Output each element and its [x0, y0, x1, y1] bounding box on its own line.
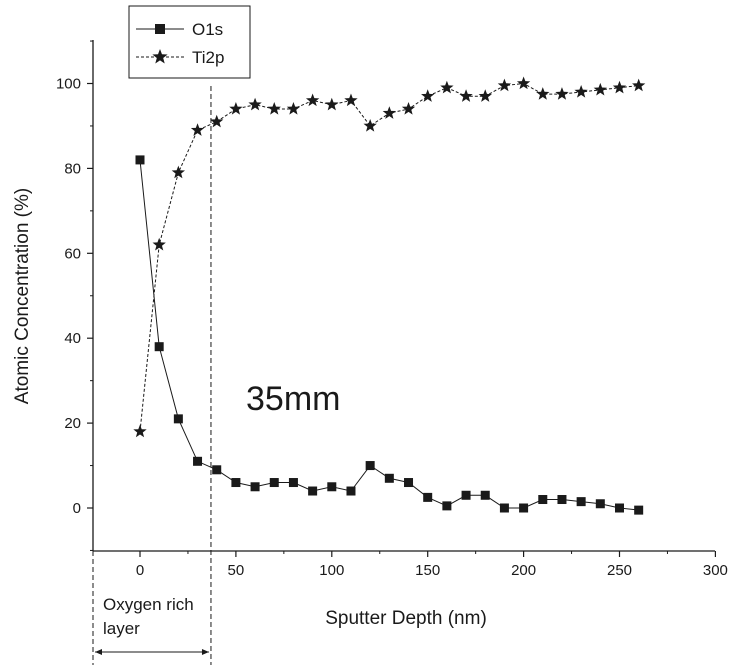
data-point-ti2p — [133, 424, 147, 438]
data-point-o1s — [193, 456, 203, 466]
depth-annotation: 35mm — [246, 380, 340, 418]
data-point-o1s — [595, 499, 605, 509]
data-point-ti2p — [171, 165, 186, 179]
data-point-o1s — [135, 155, 145, 165]
data-point-ti2p — [152, 237, 166, 251]
y-tick-label: 20 — [64, 415, 81, 432]
data-point-ti2p — [401, 101, 416, 115]
data-point-o1s — [288, 478, 298, 488]
layer-label-line1: Oxygen rich — [103, 595, 194, 614]
x-ticks: 0 50 100 150 200 250 300 — [136, 551, 728, 579]
series-line-ti2p — [139, 82, 639, 432]
data-point-o1s — [634, 505, 644, 515]
data-point-o1s — [346, 486, 356, 496]
x-tick-label: 300 — [703, 562, 728, 579]
series-layer — [133, 76, 646, 515]
data-point-o1s — [308, 486, 318, 496]
y-ticks: 0 20 40 60 80 100 — [56, 40, 93, 551]
series-line-o1s — [139, 159, 639, 511]
data-point-ti2p — [478, 89, 492, 102]
legend-marker-ti2p — [152, 49, 168, 64]
data-point-ti2p — [497, 78, 512, 92]
legend-marker-o1s — [155, 24, 165, 34]
data-point-o1s — [499, 503, 509, 513]
layer-width-arrow — [95, 649, 209, 655]
data-point-ti2p — [286, 101, 301, 115]
x-tick-label: 150 — [415, 562, 440, 579]
data-point-ti2p — [574, 84, 588, 98]
data-point-ti2p — [612, 80, 627, 94]
data-point-o1s — [404, 478, 414, 488]
data-point-o1s — [615, 503, 624, 513]
y-tick-label: 60 — [64, 245, 81, 262]
data-point-ti2p — [325, 97, 339, 111]
data-point-ti2p — [229, 101, 243, 115]
data-point-ti2p — [363, 118, 377, 132]
data-point-o1s — [480, 490, 490, 500]
x-tick-label: 100 — [319, 562, 344, 579]
data-point-o1s — [154, 342, 164, 352]
data-point-ti2p — [536, 87, 550, 100]
legend-label-ti2p: Ti2p — [192, 48, 224, 67]
data-point-ti2p — [248, 97, 262, 111]
legend-box — [128, 5, 251, 79]
plot-area: 0 20 40 60 80 100 0 50 100 150 200 250 300 — [56, 40, 728, 665]
data-point-o1s — [576, 497, 586, 507]
data-point-ti2p — [305, 93, 320, 107]
data-point-o1s — [365, 461, 375, 471]
data-point-o1s — [423, 492, 433, 502]
y-axis-title: Atomic Concentration (%) — [12, 188, 33, 404]
data-point-ti2p — [440, 80, 454, 94]
data-point-o1s — [212, 465, 222, 475]
data-point-ti2p — [459, 89, 473, 102]
data-point-o1s — [461, 490, 471, 500]
data-point-ti2p — [632, 78, 646, 92]
data-point-o1s — [269, 478, 279, 488]
data-point-ti2p — [210, 114, 224, 128]
layer-label-line2: layer — [103, 619, 140, 638]
data-point-o1s — [173, 414, 183, 424]
data-point-ti2p — [344, 93, 358, 107]
x-tick-label: 50 — [228, 562, 245, 579]
data-point-o1s — [384, 473, 394, 483]
y-tick-label: 80 — [64, 160, 81, 177]
y-tick-label: 40 — [64, 330, 81, 347]
data-point-o1s — [557, 495, 567, 505]
data-point-ti2p — [516, 76, 531, 90]
data-point-o1s — [538, 495, 548, 505]
data-point-o1s — [231, 478, 241, 488]
arrow-head-left — [95, 649, 102, 655]
legend: O1s Ti2p — [128, 5, 251, 79]
x-tick-label: 250 — [607, 562, 632, 579]
x-axis-title: Sputter Depth (nm) — [325, 608, 487, 629]
data-point-ti2p — [555, 87, 569, 100]
x-tick-label: 200 — [511, 562, 536, 579]
data-point-o1s — [250, 482, 260, 492]
data-point-o1s — [327, 482, 337, 492]
data-point-ti2p — [190, 123, 205, 136]
series-ti2p — [133, 76, 646, 438]
data-point-o1s — [519, 503, 529, 513]
legend-label-o1s: O1s — [192, 20, 223, 39]
data-point-ti2p — [421, 89, 435, 102]
data-point-o1s — [442, 501, 452, 511]
y-tick-label: 0 — [73, 500, 81, 517]
x-tick-label: 0 — [136, 562, 144, 579]
y-tick-label: 100 — [56, 76, 81, 93]
data-point-ti2p — [267, 101, 281, 115]
data-point-ti2p — [382, 106, 396, 119]
legend-items: O1s Ti2p — [136, 20, 224, 67]
series-o1s — [135, 155, 644, 515]
data-point-ti2p — [593, 82, 607, 96]
arrow-head-right — [201, 649, 209, 655]
